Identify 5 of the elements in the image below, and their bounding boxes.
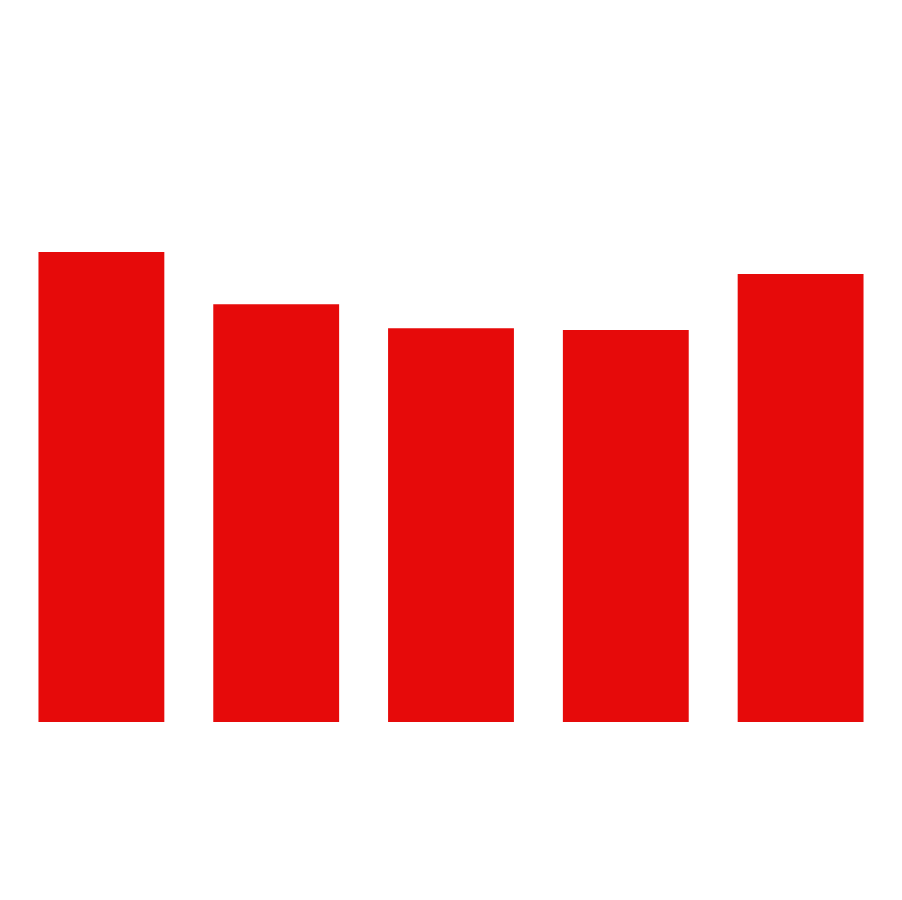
bar (38, 252, 165, 722)
bar (213, 304, 340, 722)
bar (562, 330, 689, 722)
bar (737, 274, 864, 722)
bar (388, 328, 514, 722)
